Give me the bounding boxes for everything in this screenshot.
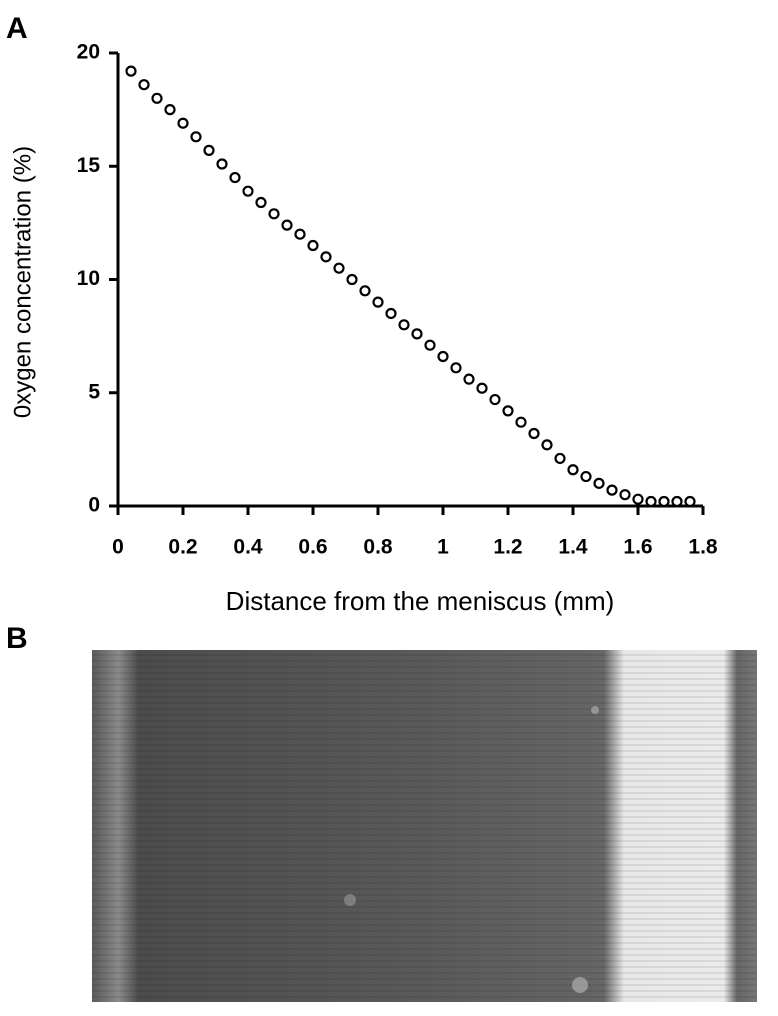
data-point	[242, 185, 254, 197]
data-point	[177, 117, 189, 129]
data-point	[138, 79, 150, 91]
data-point	[567, 464, 579, 476]
data-point	[125, 65, 137, 77]
panel-label: B	[6, 622, 28, 655]
data-point	[528, 427, 540, 440]
data-point	[346, 273, 358, 286]
panel-label: A	[6, 12, 28, 45]
data-point	[450, 362, 462, 374]
y-tick-label: 20	[77, 41, 100, 64]
data-point	[645, 495, 657, 508]
x-tick-label: 1	[437, 536, 449, 559]
y-tick-label: 5	[88, 380, 100, 403]
data-point	[684, 495, 696, 508]
data-point	[502, 405, 514, 417]
x-axis-title: Distance from the meniscus (mm)	[226, 586, 615, 616]
data-point	[229, 171, 241, 184]
x-tick-label: 0.2	[168, 536, 197, 559]
data-point	[320, 251, 332, 263]
y-tick-label: 0	[88, 494, 100, 517]
y-tick-label: 15	[77, 154, 101, 177]
data-point	[489, 393, 501, 406]
y-tick-label: 10	[77, 267, 100, 290]
data-point	[476, 382, 488, 394]
data-point	[268, 208, 280, 220]
data-point	[307, 239, 319, 252]
x-tick-label: 1.6	[623, 536, 652, 559]
photo	[92, 650, 757, 1002]
data-point	[359, 285, 371, 297]
data-point	[333, 262, 345, 274]
x-tick-label: 0.4	[233, 536, 263, 559]
data-point	[255, 196, 267, 209]
data-point	[424, 339, 436, 351]
data-point	[190, 131, 202, 143]
data-point	[372, 296, 384, 308]
data-point	[216, 158, 228, 170]
x-tick-label: 1.2	[493, 536, 522, 559]
x-tick-label: 1.8	[688, 536, 718, 559]
y-axis-title: 0xygen concentration (%)	[9, 146, 36, 418]
data-point	[385, 307, 397, 320]
data-point	[554, 452, 566, 465]
data-point	[203, 144, 215, 156]
data-point	[541, 439, 553, 451]
data-point	[151, 92, 163, 104]
data-point	[398, 319, 410, 331]
data-point	[164, 104, 176, 116]
x-tick-label: 1.4	[558, 536, 588, 559]
x-tick-label: 0.6	[298, 536, 327, 559]
data-point	[580, 470, 592, 483]
data-point	[593, 477, 605, 489]
data-point	[671, 495, 683, 508]
data-point	[281, 219, 293, 231]
data-point	[606, 484, 618, 496]
data-point	[658, 495, 670, 508]
data-point	[437, 350, 449, 363]
data-point	[294, 228, 306, 240]
data-point	[463, 373, 475, 385]
data-point	[619, 489, 631, 501]
data-point	[632, 493, 644, 505]
data-point	[411, 328, 423, 340]
x-tick-label: 0	[112, 536, 124, 559]
x-tick-label: 0.8	[363, 536, 393, 559]
data-point	[515, 416, 527, 428]
